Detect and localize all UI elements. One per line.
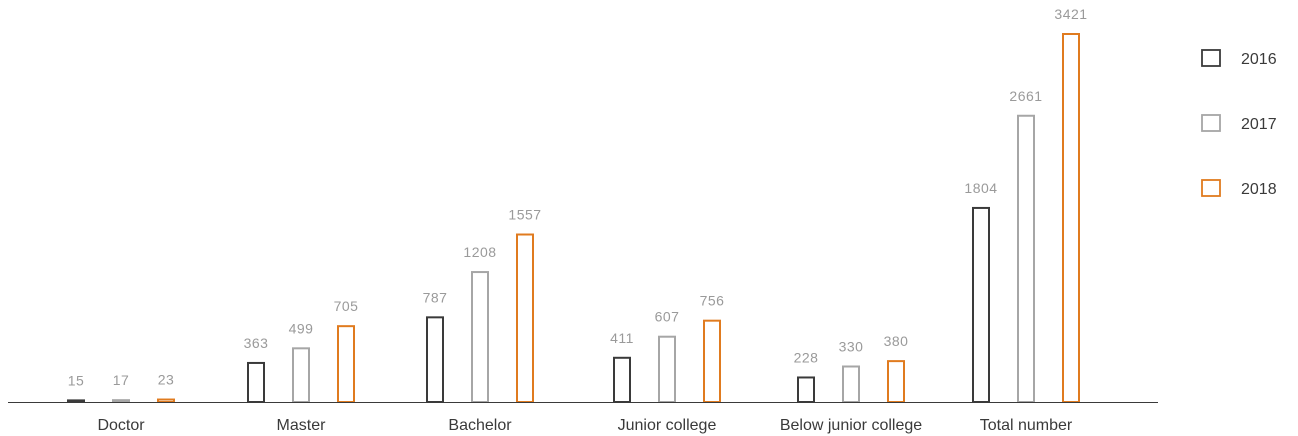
value-label: 705 [334,298,359,314]
legend-swatch-2016 [1201,49,1221,67]
value-label: 499 [289,320,314,336]
bar-2017-junior-college [658,335,676,403]
bar-2016-master [247,361,265,404]
value-label: 411 [610,330,634,346]
bar-2016-bachelor [426,316,444,403]
category-label: Below junior college [780,417,922,434]
category-label: Doctor [97,417,145,434]
legend-label-2018: 2018 [1241,181,1277,198]
bar-2016-junior-college [613,356,631,403]
bar-2016-below-junior-college [797,376,815,404]
bar-2018-bachelor [516,233,534,403]
bar-2018-below-junior-college [887,360,905,404]
bar-2018-doctor [157,398,175,404]
legend: 2016 2017 2018 [1201,49,1277,198]
value-label: 330 [839,339,864,355]
value-label: 1208 [463,244,496,260]
value-label: 15 [68,372,85,388]
value-label: 17 [113,372,130,388]
legend-swatch-2018 [1201,179,1221,197]
value-label: 3421 [1054,6,1087,22]
category-label: Junior college [618,417,717,434]
bar-2016-total-number [972,206,990,403]
value-label: 756 [700,293,725,309]
bar-2017-total-number [1017,114,1035,403]
category-labels-layer: Doctor Master Bachelor Junior college Below … [97,417,1072,434]
bars-layer [67,33,1080,404]
value-label: 787 [423,289,448,305]
category-label: Bachelor [448,417,512,434]
bar-2018-junior-college [703,319,721,404]
value-labels-layer: 15 17 23 363 499 705 787 1208 1557 411 607 756 228 33… [68,6,1087,388]
value-label: 363 [244,335,269,351]
value-label: 607 [655,309,680,325]
bar-2016-doctor [67,399,85,404]
category-label: Master [277,417,327,434]
bar-2017-doctor [112,399,130,404]
bar-2018-master [337,325,355,404]
bar-2017-bachelor [471,271,489,404]
value-label: 2661 [1009,88,1042,104]
legend-swatch-2017 [1201,114,1221,132]
bar-2017-master [292,347,310,403]
value-label: 23 [158,372,175,388]
value-label: 1557 [508,207,541,223]
bar-2017-below-junior-college [842,365,860,404]
value-label: 380 [884,333,909,349]
value-label: 228 [794,349,819,365]
category-label: Total number [980,417,1073,434]
legend-label-2016: 2016 [1241,51,1277,68]
bar-2018-total-number [1062,33,1080,403]
value-label: 1804 [964,180,997,196]
legend-label-2017: 2017 [1241,116,1277,133]
